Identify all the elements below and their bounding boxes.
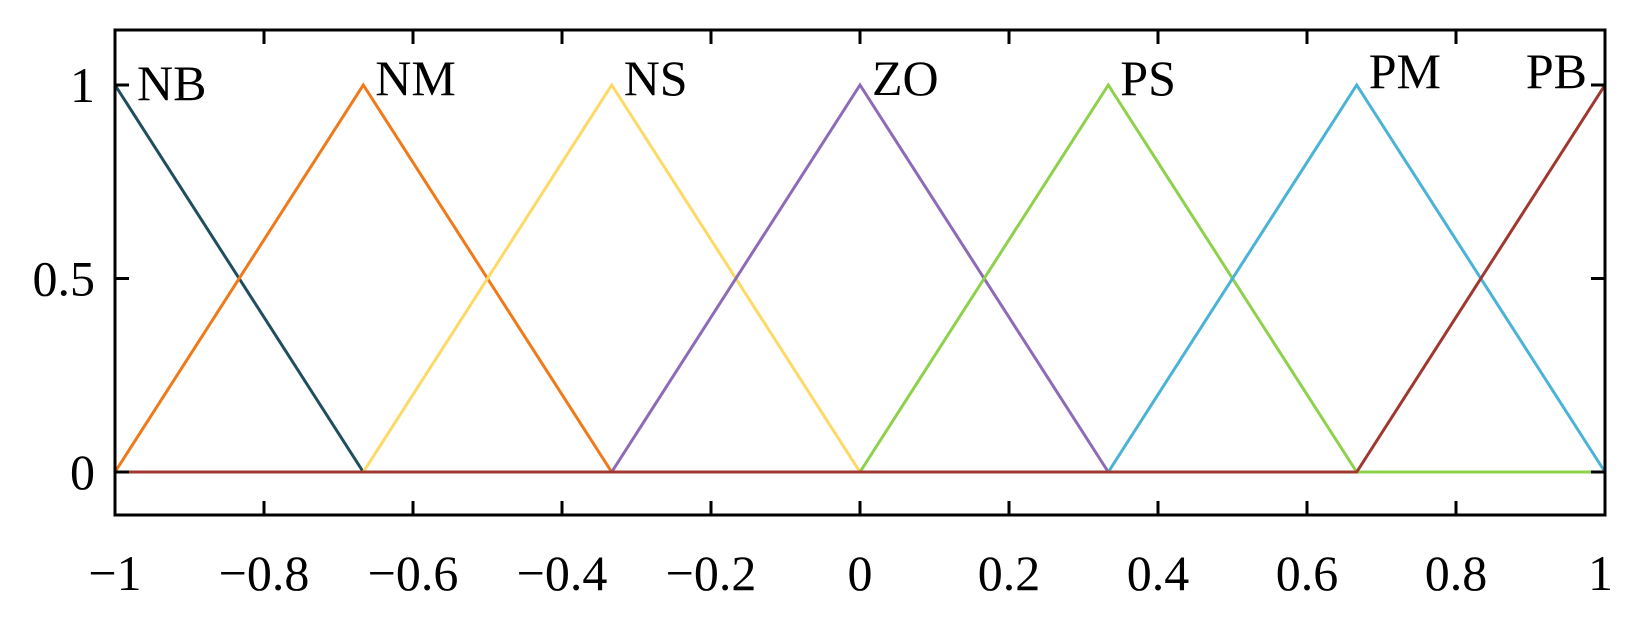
tick-layer: −1 −0.8 −0.6 −0.4 −0.2 0 0.2 0.4 0.6 0.8 1 0 0.5 1 [33, 30, 1613, 601]
series-line-zo [115, 82, 1605, 474]
x-tick-label: 0 [848, 545, 873, 601]
series-layer [113, 82, 1607, 474]
series-line-nb [113, 84, 1605, 474]
x-tick-label: 0.2 [978, 545, 1041, 601]
y-tick-label: 1 [70, 57, 95, 113]
y-tick-label: 0.5 [33, 251, 96, 307]
series-label-ns: NS [624, 50, 688, 106]
plot-frame [113, 28, 1607, 517]
series-label-zo: ZO [872, 50, 939, 106]
x-tick-label: 0.4 [1127, 545, 1190, 601]
series-label-pb: PB [1526, 43, 1587, 99]
x-tick-label: −0.8 [219, 545, 310, 601]
series-label-pm: PM [1369, 43, 1441, 99]
series-label-nb: NB [137, 55, 206, 111]
series-label-nm: NM [375, 50, 456, 106]
series-line-ps [115, 82, 1605, 474]
x-tick-label: −0.6 [368, 545, 459, 601]
series-label-ps: PS [1120, 50, 1176, 106]
y-tick-label: 0 [70, 444, 95, 500]
series-line-ns [115, 82, 1605, 474]
x-tick-label: −1 [88, 545, 141, 601]
series-line-pm [115, 82, 1607, 474]
x-tick-label: 0.6 [1276, 545, 1339, 601]
label-layer: NB NM NS ZO PS PM PB [137, 43, 1587, 111]
series-line-nm [113, 82, 1605, 474]
series-line-pb [115, 84, 1607, 474]
x-tick-label: −0.4 [517, 545, 608, 601]
x-tick-label: 1 [1588, 545, 1613, 601]
x-tick-label: −0.2 [666, 545, 757, 601]
x-tick-label: 0.8 [1425, 545, 1488, 601]
